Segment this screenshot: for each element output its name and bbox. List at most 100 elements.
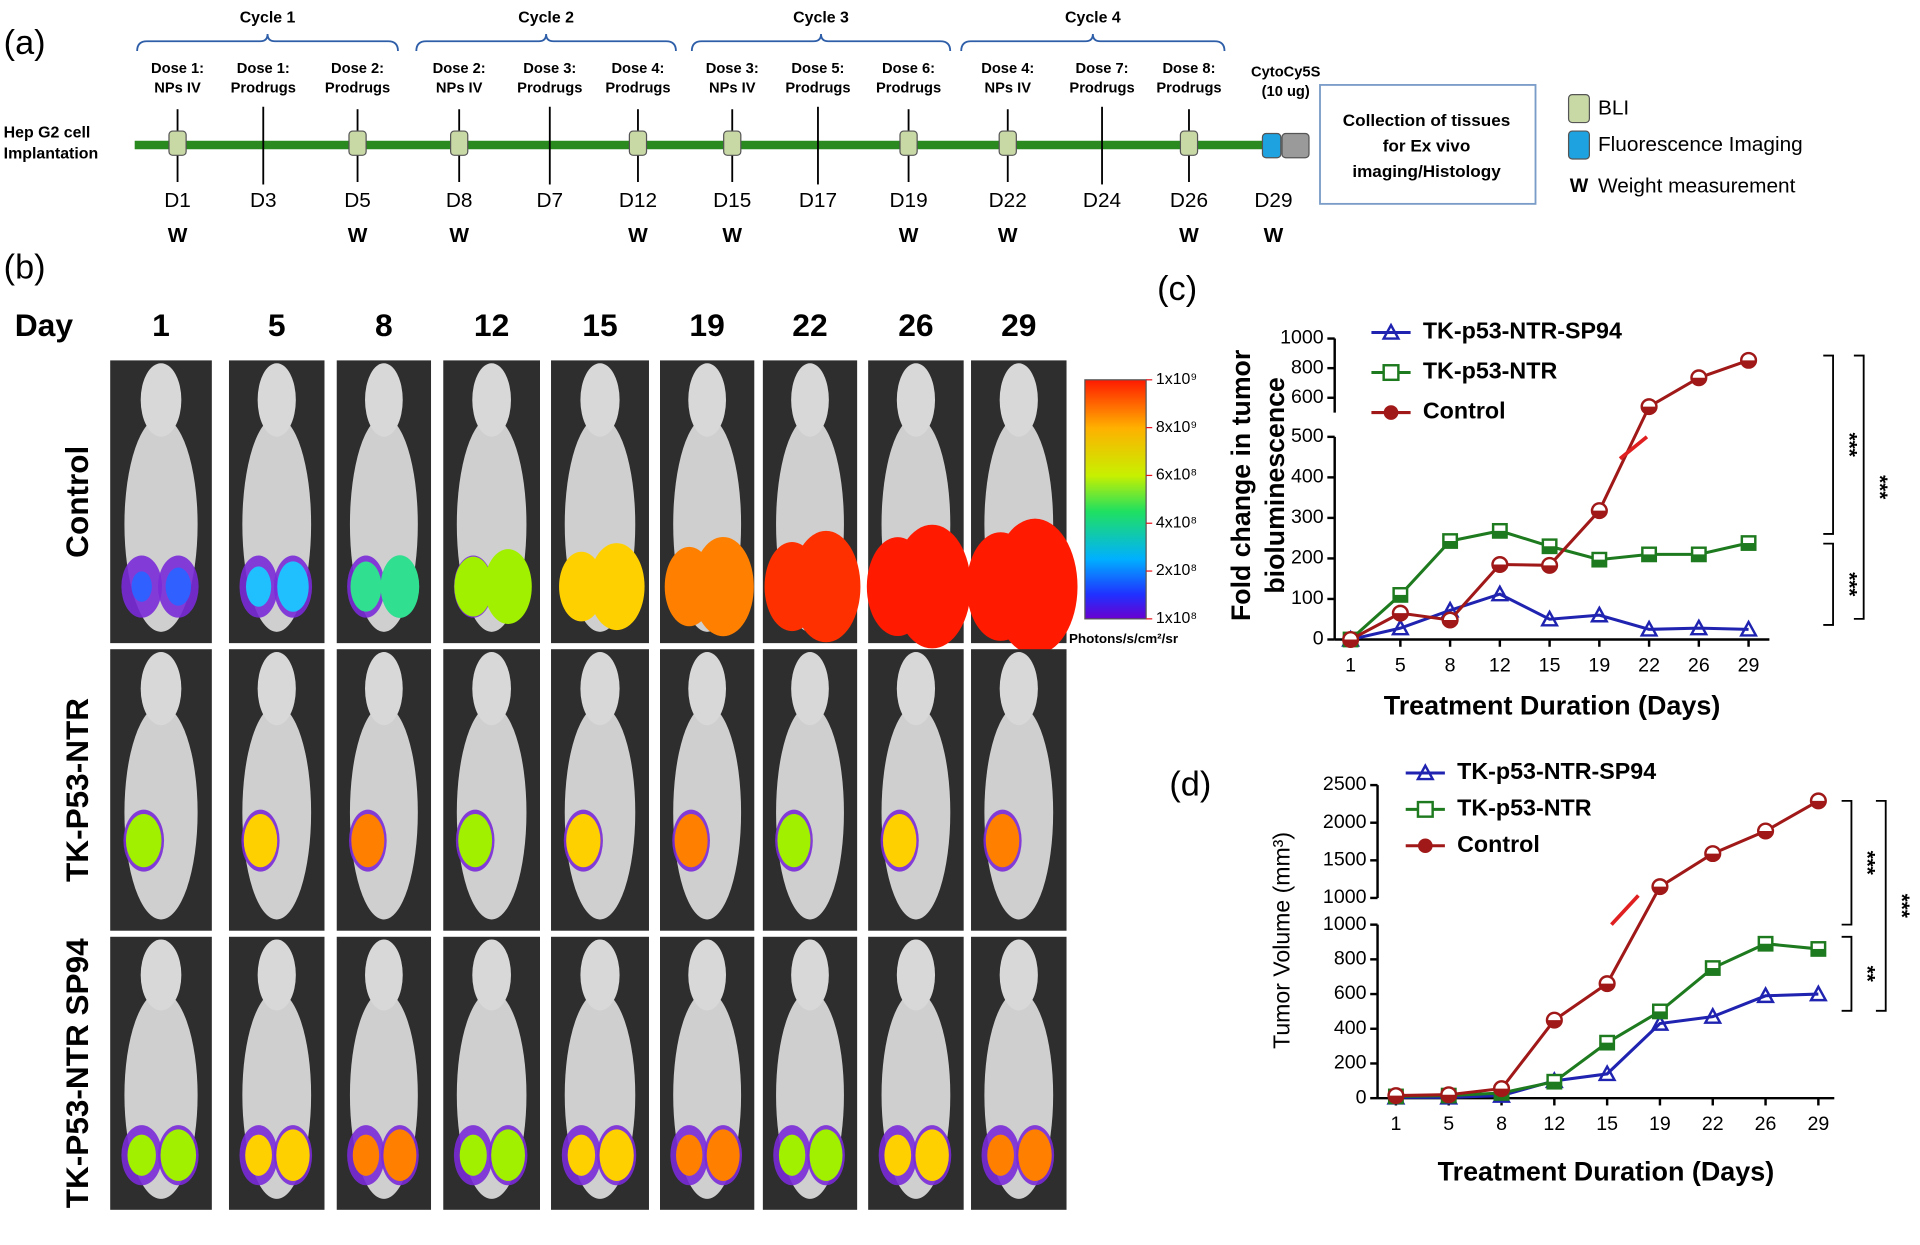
signal-core	[676, 1134, 703, 1176]
x-tick-label: 1	[1345, 654, 1356, 676]
y-tick-label: 100	[1291, 587, 1324, 609]
colorbar-label: 1x10⁸	[1156, 610, 1197, 627]
dose-label: Dose 1:	[237, 61, 290, 77]
significance-bracket	[1853, 354, 1865, 620]
signal-core	[893, 524, 971, 649]
signal-core	[350, 561, 382, 612]
signal-core	[809, 1129, 843, 1182]
bli-marker	[1179, 130, 1199, 156]
y-tick-label: 1000	[1323, 913, 1367, 935]
signal-core	[160, 1129, 197, 1182]
mouse-head	[999, 363, 1038, 437]
marker-fill	[1393, 613, 1408, 621]
mouse-head	[257, 652, 296, 726]
colorbar-label: 8x10⁹	[1156, 419, 1197, 436]
signal-core	[484, 549, 532, 624]
marker-fill	[1600, 1042, 1614, 1050]
signal-core	[706, 1129, 740, 1182]
marker-fill	[1758, 943, 1773, 951]
y-axis-title: Tumor Volume (mm³)	[1268, 832, 1294, 1049]
day-label: D15	[713, 189, 751, 212]
dose-label: Dose 1:	[151, 61, 204, 77]
signal-core	[692, 536, 754, 637]
dose-label: Dose 7:	[1076, 61, 1129, 77]
agent-label: CytoCy5S	[1251, 65, 1321, 81]
group-label: Control	[59, 446, 95, 558]
signal-core	[454, 556, 493, 617]
data-point	[1390, 618, 1410, 636]
end-marker	[1281, 132, 1310, 159]
bli-marker	[723, 130, 742, 156]
dose-label: NPs IV	[154, 80, 201, 96]
significance-label: ***	[1837, 433, 1860, 458]
cycle-bracket	[415, 33, 677, 52]
marker-fill	[1811, 800, 1826, 809]
legend-label: Weight measurement	[1598, 174, 1796, 197]
mouse-head	[791, 363, 829, 437]
mouse-head	[580, 363, 620, 437]
x-tick-label: 26	[1755, 1113, 1777, 1135]
data-point	[1597, 1064, 1617, 1082]
dose-label: NPs IV	[436, 80, 483, 96]
signal-core	[882, 814, 917, 868]
cycle-bracket	[690, 33, 952, 52]
signal-core	[884, 1134, 912, 1176]
cycle-label: Cycle 4	[1065, 9, 1121, 26]
agent-label: (10 ug)	[1262, 84, 1310, 100]
y-tick-label: 600	[1291, 386, 1324, 408]
dose-label: Prodrugs	[231, 80, 296, 96]
legend-marker	[1383, 405, 1399, 420]
day-label: D3	[250, 189, 277, 212]
colorbar-label: 2x10⁸	[1156, 562, 1197, 579]
dose-label: Dose 4:	[981, 61, 1034, 77]
day-label: D12	[619, 189, 657, 212]
signal-core	[125, 814, 162, 868]
timeline-bar	[134, 140, 1268, 150]
day-number: 15	[582, 307, 617, 343]
x-tick-label: 12	[1543, 1113, 1565, 1135]
bli-marker	[628, 130, 648, 156]
data-point	[1650, 1013, 1670, 1031]
marker-fill	[1343, 639, 1358, 647]
data-point	[1540, 609, 1560, 627]
day-label: D7	[536, 189, 563, 212]
x-tick-label: 19	[1649, 1113, 1671, 1135]
legend-marker	[1416, 800, 1434, 818]
axis-break	[1618, 435, 1649, 461]
marker-fill	[1494, 1088, 1509, 1096]
bli-marker	[998, 130, 1017, 156]
data-point	[1739, 619, 1758, 637]
signal-core	[778, 1134, 806, 1176]
dose-label: Prodrugs	[1069, 80, 1134, 96]
day-number: 1	[152, 307, 170, 343]
collection-text: Collection of tissues	[1343, 111, 1510, 130]
signal-core	[566, 814, 601, 868]
data-point	[1756, 985, 1775, 1004]
mouse-head	[580, 652, 620, 726]
signal-core	[245, 1134, 272, 1176]
dose-label: Dose 4:	[611, 61, 664, 77]
colorbar-label: 4x10⁸	[1156, 514, 1197, 531]
marker-fill	[1442, 620, 1458, 628]
signal-core	[491, 1129, 526, 1182]
y-tick-label: 2500	[1323, 773, 1367, 795]
marker-fill	[1758, 830, 1773, 839]
significance-label: ***	[1856, 851, 1879, 876]
signal-core	[987, 1134, 1015, 1176]
signal-core	[351, 814, 385, 868]
day-label: D5	[344, 189, 371, 212]
y-tick-label: 1000	[1323, 886, 1367, 908]
marker-fill	[1692, 554, 1706, 562]
y-tick-label: 200	[1334, 1052, 1367, 1074]
significance-label: ***	[1837, 572, 1860, 597]
marker-fill	[1706, 968, 1720, 975]
mouse-head	[365, 363, 403, 437]
dose-label: Prodrugs	[876, 80, 941, 96]
day-label: D17	[799, 189, 837, 212]
panel-label: (c)	[1157, 270, 1197, 308]
mouse-head	[791, 939, 829, 1011]
cycle-label: Cycle 3	[793, 9, 849, 26]
dose-label: Prodrugs	[1156, 80, 1221, 96]
legend-marker	[1415, 763, 1435, 781]
y-tick-label: 500	[1291, 425, 1324, 447]
